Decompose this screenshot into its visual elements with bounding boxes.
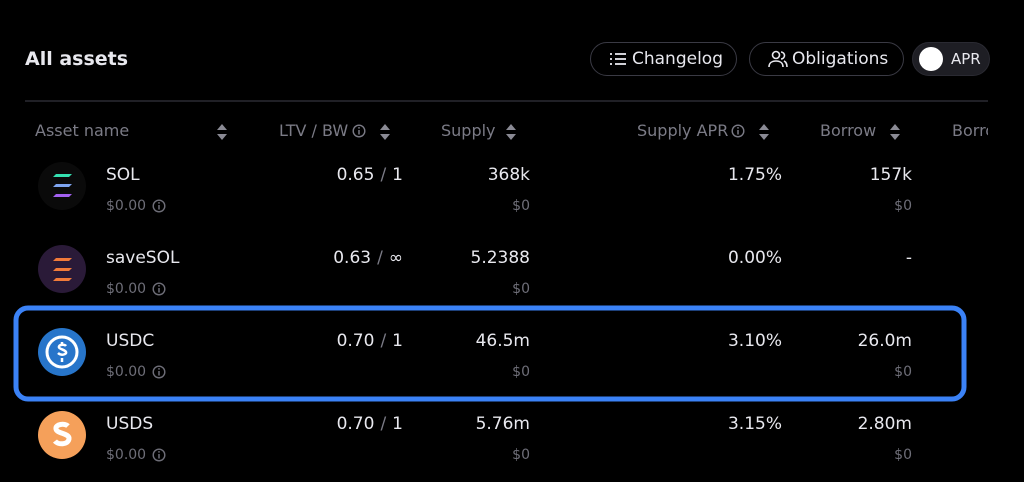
separator: / <box>380 414 387 434</box>
bw-value: 1 <box>392 414 403 434</box>
ltv-value: 0.65 <box>336 165 375 185</box>
borrow-usd: $0 <box>894 364 912 380</box>
sort-icon <box>759 124 769 140</box>
info-icon <box>152 282 166 296</box>
asset-icon <box>38 245 86 293</box>
supply: 5.2388 <box>470 248 530 268</box>
supply: 5.76m <box>475 414 530 434</box>
button-label: Changelog <box>632 49 724 69</box>
borrow: - <box>905 248 912 268</box>
supply: 368k <box>487 165 530 185</box>
asset-price: $0.00 <box>106 364 147 380</box>
asset-name: USDC <box>106 331 155 351</box>
asset-price: $0.00 <box>106 281 147 297</box>
separator: / <box>380 165 387 185</box>
ltv-bw: 0.70/1 <box>337 414 403 434</box>
supply-apr: 1.75% <box>727 165 782 185</box>
ltv-value: 0.70 <box>336 414 375 434</box>
info-icon <box>152 365 166 379</box>
column-header[interactable]: LTV / BW <box>279 121 349 140</box>
ltv-bw: 0.70/1 <box>337 331 403 351</box>
bw-value: 1 <box>392 165 403 185</box>
asset-icon <box>38 328 86 376</box>
sort-icon <box>506 124 516 140</box>
highlight-box <box>13 305 967 402</box>
button-label: Obligations <box>792 49 889 69</box>
supply-usd: $0 <box>512 447 530 463</box>
ltv-value: 0.70 <box>336 331 375 351</box>
supply-apr: 0.00% <box>727 248 782 268</box>
ltv-bw: 0.63/∞ <box>333 248 403 268</box>
borrow-usd: $0 <box>894 447 912 463</box>
asset-price: $0.00 <box>106 447 147 463</box>
info-icon <box>731 124 745 138</box>
ltv-bw: 0.65/1 <box>337 165 403 185</box>
sort-icon <box>380 124 390 140</box>
asset-name: USDS <box>106 414 154 434</box>
info-icon <box>152 199 166 213</box>
borrow: 2.80m <box>857 414 912 434</box>
asset-name: SOL <box>106 165 140 185</box>
column-header[interactable]: Asset name <box>35 121 130 140</box>
apr-toggle[interactable]: APR <box>912 42 990 76</box>
sort-icon <box>217 124 227 140</box>
supply: 46.5m <box>475 331 530 351</box>
toggle-label: APR <box>951 50 981 68</box>
column-header[interactable]: Supply <box>441 121 496 140</box>
borrow-usd: $0 <box>894 198 912 214</box>
toggle-knob <box>919 47 943 71</box>
column-header[interactable]: Supply APR <box>637 121 729 140</box>
info-icon <box>352 124 366 138</box>
asset-price: $0.00 <box>106 198 147 214</box>
sort-icon <box>890 124 900 140</box>
bw-value: ∞ <box>388 248 403 268</box>
info-icon <box>152 448 166 462</box>
list-icon <box>610 53 626 65</box>
asset-icon <box>38 162 86 210</box>
users-icon <box>768 50 788 68</box>
asset-name: saveSOL <box>106 248 180 268</box>
column-header: Borro <box>952 121 988 140</box>
separator: / <box>377 248 383 268</box>
obligations-button[interactable]: Obligations <box>749 42 904 76</box>
bw-value: 1 <box>392 331 403 351</box>
supply-apr: 3.15% <box>727 414 782 434</box>
supply-usd: $0 <box>512 198 530 214</box>
separator: / <box>380 331 387 351</box>
supply-usd: $0 <box>512 364 530 380</box>
asset-icon <box>38 411 86 459</box>
borrow: 26.0m <box>857 331 912 351</box>
ltv-value: 0.63 <box>333 248 372 268</box>
column-header[interactable]: Borrow <box>820 121 877 140</box>
section-title: All assets <box>25 48 129 70</box>
supply-apr: 3.10% <box>727 331 782 351</box>
borrow: 157k <box>869 165 912 185</box>
supply-usd: $0 <box>512 281 530 297</box>
changelog-button[interactable]: Changelog <box>590 42 737 76</box>
